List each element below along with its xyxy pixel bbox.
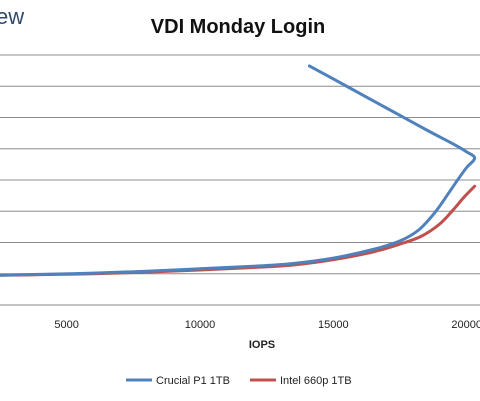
legend: Crucial P1 1TB Intel 660p 1TB (126, 375, 352, 387)
series-line-crucial-p1 (0, 64, 477, 277)
x-tick-labels: 5000 10000 15000 20000 (54, 319, 480, 331)
gridlines (0, 54, 480, 275)
x-tick-label: 5000 (54, 319, 78, 331)
x-tick-label: 15000 (318, 319, 349, 331)
chart-title: VDI Monday Login (151, 16, 325, 38)
x-tick-label: 10000 (185, 319, 216, 331)
legend-label-crucial-p1: Crucial P1 1TB (156, 375, 230, 387)
x-tick-label: 20000 (451, 319, 480, 331)
series-lines (0, 64, 477, 277)
x-axis-label: IOPS (249, 339, 275, 351)
brand-logo-text: ew (0, 4, 24, 29)
legend-label-intel-660p: Intel 660p 1TB (280, 375, 352, 387)
